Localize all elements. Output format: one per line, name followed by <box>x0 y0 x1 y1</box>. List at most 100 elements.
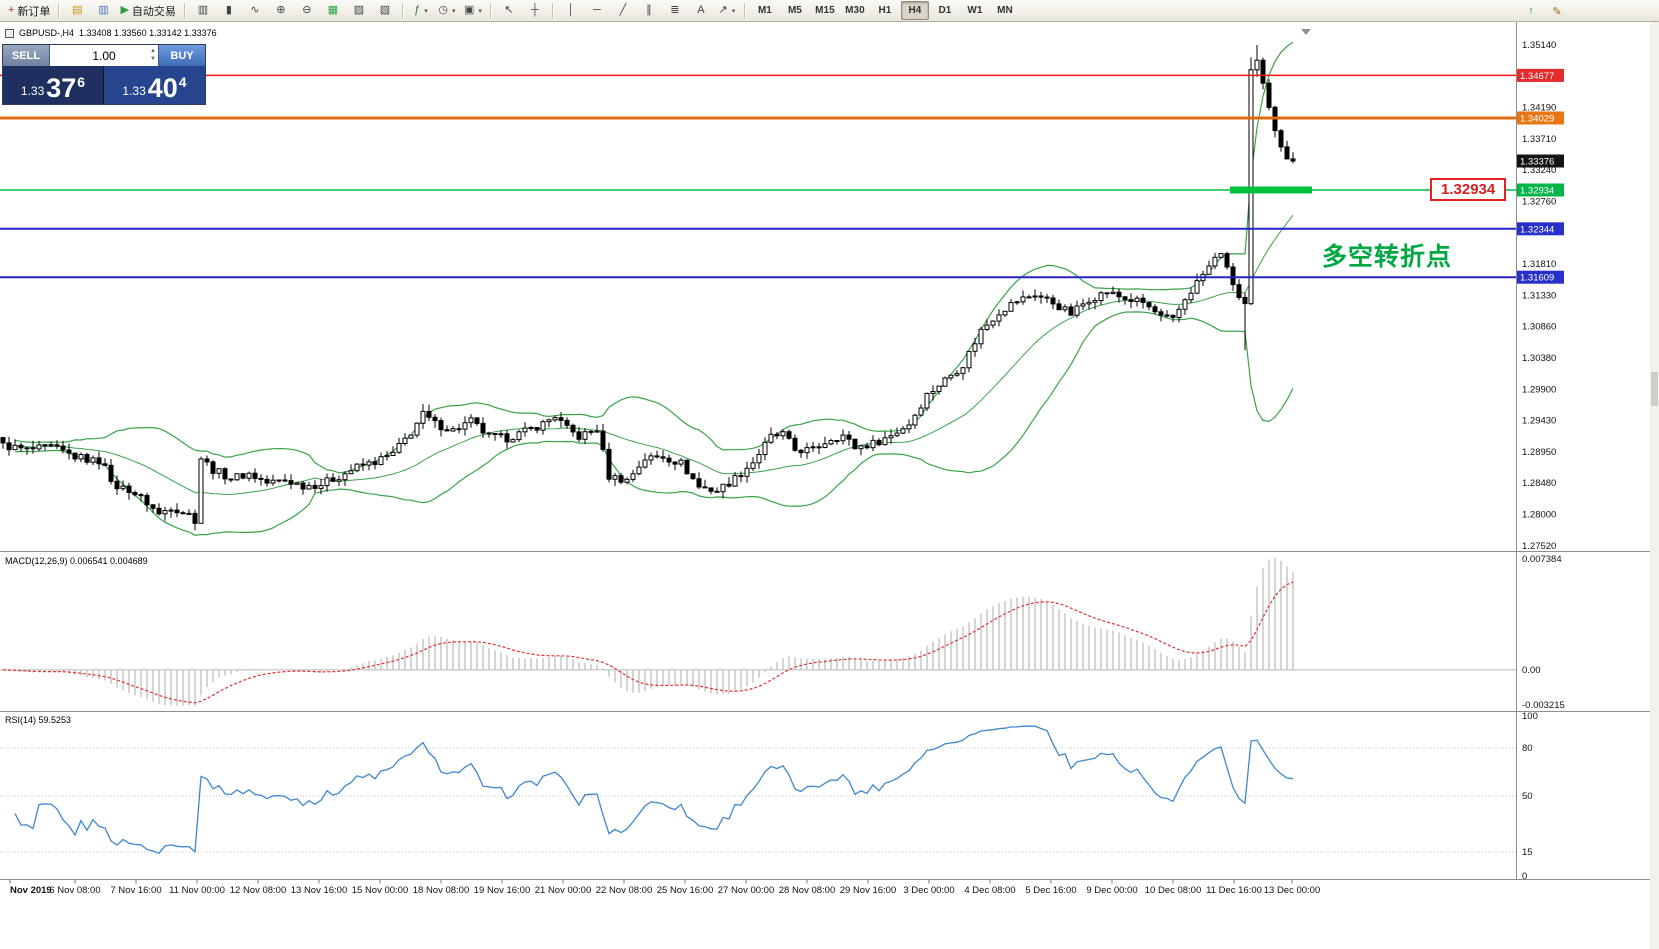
candle <box>414 422 420 438</box>
sell-price-display[interactable]: 1.33 37 6 <box>3 66 104 104</box>
toolbar-separator <box>58 3 61 18</box>
toolbar-separator <box>183 3 186 18</box>
autotrading-label: 自动交易 <box>131 5 176 18</box>
buy-price-display[interactable]: 1.33 40 4 <box>104 66 205 104</box>
candle <box>834 440 840 445</box>
vertical-line-icon[interactable]: │ <box>558 1 584 21</box>
timeframe-m30[interactable]: M30 <box>845 5 865 16</box>
volume-stepper[interactable]: ▲ ▼ <box>150 47 156 63</box>
scrollbar[interactable] <box>1650 22 1659 949</box>
rsi-scale[interactable]: 100 80 50 15 0 <box>1522 711 1538 882</box>
price-level-callout[interactable]: 1.32934 <box>1430 178 1507 201</box>
candlestick-chart-icon[interactable]: ▮ <box>216 1 242 21</box>
timeframe-m15[interactable]: M15 <box>815 5 835 16</box>
time-axis-label: 21 Nov 00:00 <box>535 885 592 896</box>
timeframe-mn[interactable]: MN <box>997 5 1013 16</box>
indicators-dropdown[interactable]: ƒ ▾ <box>408 1 434 21</box>
tile-windows-icon[interactable]: ▦ <box>320 1 346 21</box>
time-axis-label: 13 Dec 00:00 <box>1264 885 1321 896</box>
text-icon[interactable]: A <box>688 1 714 21</box>
line-chart-icon[interactable]: ∿ <box>242 1 268 21</box>
chart-shift-icon[interactable]: ▨ <box>372 1 398 21</box>
price-scale-label: 1.29430 <box>1522 415 1556 426</box>
candle <box>882 431 888 446</box>
toolbar-right-icons: ↑ ✎ <box>1518 1 1570 21</box>
timeframe-m5[interactable]: M5 <box>787 5 802 16</box>
candle <box>666 454 672 467</box>
ohlc-values: 1.33408 1.33560 1.33142 1.33376 <box>79 28 217 38</box>
macd-scale[interactable]: 0.007384 0.00 -0.003215 <box>1522 554 1565 711</box>
horizontal-line-icon[interactable]: ─ <box>584 1 610 21</box>
new-order-button[interactable]: + 新订单 <box>4 1 54 21</box>
candle <box>984 319 990 331</box>
candle <box>516 429 522 443</box>
candle <box>894 427 900 438</box>
candle <box>306 481 312 490</box>
zoom-out-icon[interactable]: ⊖ <box>294 1 320 21</box>
volume-input[interactable]: 1.00 ▲ ▼ <box>49 45 159 66</box>
candle <box>996 309 1002 327</box>
timeframe-m1[interactable]: M1 <box>757 5 772 16</box>
candle <box>600 424 606 452</box>
timeframe-h1[interactable]: H1 <box>878 5 892 16</box>
zoom-in-icon[interactable]: ⊕ <box>268 1 294 21</box>
shift-marker-icon[interactable] <box>1301 29 1311 35</box>
candle <box>780 429 786 440</box>
candle <box>384 450 390 461</box>
timeframe-h4[interactable]: H4 <box>900 1 929 20</box>
fibonacci-icon[interactable]: ≣ <box>662 1 688 21</box>
auto-arrange-icon[interactable]: ▧ <box>346 1 372 21</box>
templates-dropdown[interactable]: ▣ ▾ <box>460 1 486 21</box>
macd-histogram <box>8 558 1294 706</box>
cursor-icon: ↖ <box>504 4 514 16</box>
candle <box>474 417 480 426</box>
svg-text:1.32934: 1.32934 <box>1520 186 1554 197</box>
up-arrow-icon[interactable]: ↑ <box>1528 5 1534 17</box>
candle <box>726 477 732 488</box>
candle <box>1188 287 1194 304</box>
price-scale-label: 1.34190 <box>1522 103 1556 114</box>
buy-button[interactable]: BUY <box>159 45 205 66</box>
candle <box>1068 303 1074 316</box>
turning-point-annotation[interactable]: 多空转折点 <box>1322 243 1453 271</box>
macd-scale-label: 0.007384 <box>1522 554 1562 565</box>
svg-text:1.32344: 1.32344 <box>1520 224 1554 235</box>
timeframe-d1[interactable]: D1 <box>938 5 952 16</box>
candle <box>360 458 366 471</box>
stepper-up-icon[interactable]: ▲ <box>150 48 156 54</box>
time-axis-label: 28 Nov 08:00 <box>779 885 836 896</box>
scrollbar-thumb[interactable] <box>1651 372 1658 406</box>
timeframe-w1[interactable]: W1 <box>967 5 983 16</box>
trendline-icon[interactable]: ╱ <box>610 1 636 21</box>
candle <box>12 439 18 451</box>
cursor-icon[interactable]: ↖ <box>496 1 522 21</box>
candle <box>444 425 450 432</box>
candle <box>978 326 984 349</box>
level-thick-segment[interactable] <box>1230 186 1312 194</box>
candle <box>942 376 948 387</box>
channel-icon[interactable]: ∥ <box>636 1 662 21</box>
periods-dropdown[interactable]: ◷ ▾ <box>434 1 460 21</box>
candle <box>558 412 564 428</box>
price-scale[interactable]: 1.35140 1.34190 1.33710 1.33240 1.32760 1.318… <box>1517 40 1564 552</box>
stepper-down-icon[interactable]: ▼ <box>150 56 156 62</box>
candle <box>1266 79 1272 111</box>
chevron-down-icon: ▾ <box>424 7 428 15</box>
market-watch-icon[interactable]: ▤ <box>64 1 90 21</box>
candle <box>336 475 342 487</box>
candle <box>354 463 360 473</box>
sell-button[interactable]: SELL <box>3 45 49 66</box>
candle <box>768 427 774 444</box>
crosshair-icon[interactable]: ┼ <box>522 1 548 21</box>
arrows-dropdown[interactable]: ↗ ▾ <box>714 1 740 21</box>
chevron-down-icon: ▾ <box>451 7 456 15</box>
chart-title: GBPUSD-,H4 1.33408 1.33560 1.33142 1.333… <box>5 28 217 38</box>
pencil-icon[interactable]: ✎ <box>1552 5 1562 18</box>
data-window-icon[interactable]: ▥ <box>90 1 116 21</box>
bar-chart-icon[interactable]: ▥ <box>190 1 216 21</box>
candle <box>348 464 354 475</box>
autotrading-button[interactable]: ▶ 自动交易 <box>116 1 179 21</box>
